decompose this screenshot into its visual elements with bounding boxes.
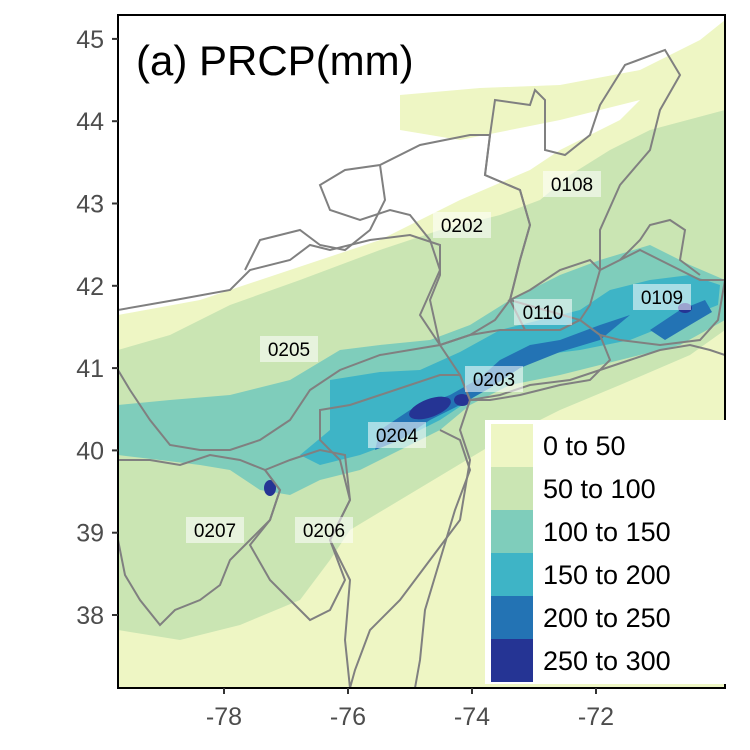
region-label-0206: 0206 <box>295 517 353 543</box>
legend-label: 250 to 300 <box>543 646 671 676</box>
y-tick-label: 45 <box>76 26 104 54</box>
map-panel-border <box>117 14 726 689</box>
y-tick-label: 41 <box>76 355 104 383</box>
legend-swatch <box>491 467 533 510</box>
region-label-0204: 0204 <box>368 422 426 448</box>
boundary-0206 <box>248 448 352 622</box>
y-tick-label: 38 <box>76 602 104 630</box>
region-label-0202: 0202 <box>433 212 491 238</box>
y-tick-label: 40 <box>76 437 104 465</box>
x-axis: -78 -76 -74 -72 <box>206 688 614 731</box>
region-label-0109: 0109 <box>633 284 691 310</box>
region-label-background <box>260 336 318 362</box>
prcp-zone-250-300-spot <box>454 394 470 406</box>
prcp-zone-200-250-east <box>650 300 712 340</box>
region-label-text: 0205 <box>268 340 310 361</box>
boundary-0109 <box>619 218 701 276</box>
legend-label: 150 to 200 <box>543 560 671 590</box>
region-label-background <box>543 171 601 197</box>
map-title: (a) PRCP(mm) <box>136 37 414 84</box>
legend-swatch <box>491 639 533 682</box>
x-tick-label: -78 <box>206 703 242 731</box>
legend-label: 100 to 150 <box>543 517 671 547</box>
boundary-0203 <box>438 318 612 401</box>
region-label-text: 0204 <box>376 426 419 447</box>
region-label-0203: 0203 <box>465 366 523 392</box>
legend-label: 200 to 250 <box>543 603 671 633</box>
region-label-0205: 0205 <box>260 336 318 362</box>
region-label-text: 0206 <box>303 521 345 542</box>
region-label-text: 0202 <box>441 216 483 237</box>
prcp-zone-0-50-north <box>400 20 725 140</box>
y-tick-label: 39 <box>76 520 104 548</box>
region-label-0110: 0110 <box>514 299 572 325</box>
x-tick-label: -74 <box>454 703 490 731</box>
legend-label: 50 to 100 <box>543 474 656 504</box>
region-label-background <box>465 366 523 392</box>
legend-swatch <box>491 553 533 596</box>
region-label-background <box>186 517 244 543</box>
region-label-background <box>433 212 491 238</box>
x-tick-label: -72 <box>578 703 614 731</box>
x-tick-label: -76 <box>330 703 366 731</box>
region-label-text: 0109 <box>641 288 683 309</box>
legend-label: 0 to 50 <box>543 431 626 461</box>
prcp-zone-250-300-west <box>264 480 276 496</box>
prcp-zone-200-250 <box>375 315 630 450</box>
y-tick-label: 43 <box>76 191 104 219</box>
y-tick-label: 44 <box>76 108 104 136</box>
region-label-background <box>368 422 426 448</box>
legend-swatch <box>491 596 533 639</box>
region-labels: 0108 0202 0110 0109 0205 0203 0204 0207 0206 <box>186 171 691 543</box>
prcp-zone-250-300-core <box>409 396 451 420</box>
boundary-north-ridge <box>244 164 387 271</box>
region-label-background <box>633 284 691 310</box>
legend-swatch <box>491 424 533 467</box>
boundary-0207 <box>118 453 282 627</box>
boundary-0110 <box>507 248 725 347</box>
y-tick-label: 42 <box>76 273 104 301</box>
legend-swatch <box>491 510 533 553</box>
y-axis: 38 39 40 41 42 43 44 45 <box>76 26 118 630</box>
basin-boundaries <box>118 48 725 688</box>
region-label-background <box>514 299 572 325</box>
region-label-background <box>295 517 353 543</box>
region-label-text: 0110 <box>523 303 564 324</box>
region-label-0108: 0108 <box>543 171 601 197</box>
region-label-text: 0207 <box>194 521 236 542</box>
region-label-text: 0203 <box>473 370 515 391</box>
boundary-jersey <box>414 429 472 688</box>
region-label-0207: 0207 <box>186 517 244 543</box>
region-label-text: 0108 <box>551 175 593 196</box>
legend: 0 to 50 50 to 100 100 to 150 150 to 200 200 … <box>485 420 727 684</box>
